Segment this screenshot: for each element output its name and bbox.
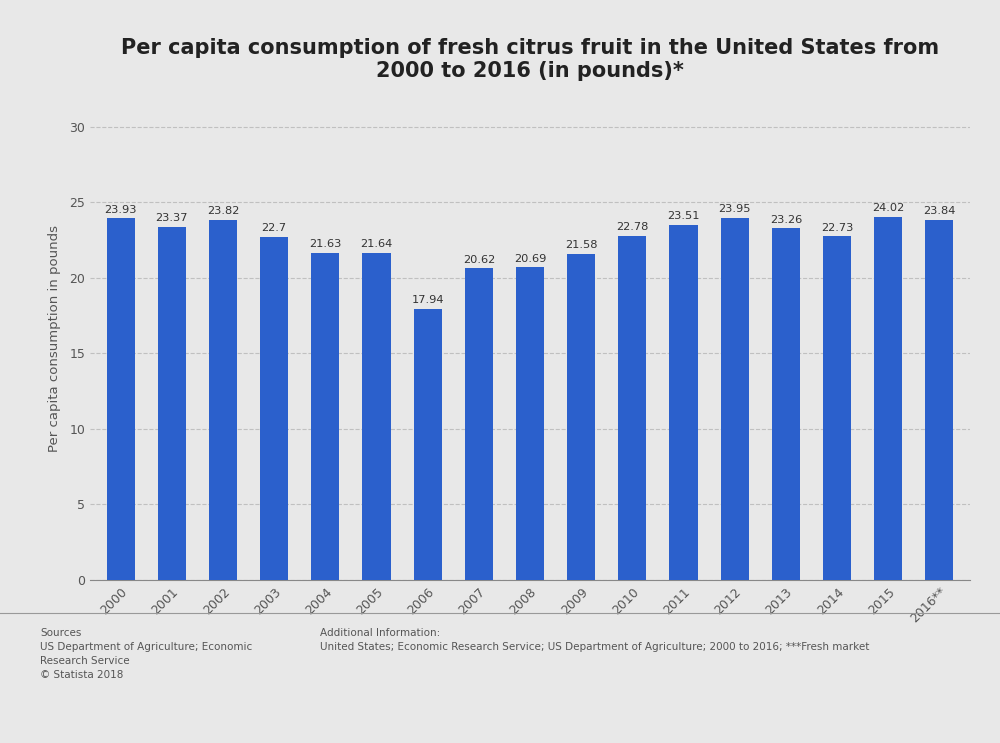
Text: 22.78: 22.78: [616, 222, 649, 232]
Bar: [516, 267, 544, 580]
Text: Additional Information:
United States; Economic Research Service; US Department : Additional Information: United States; E…: [320, 628, 869, 652]
Text: 21.64: 21.64: [360, 239, 393, 249]
Text: 23.82: 23.82: [207, 207, 239, 216]
Text: 20.62: 20.62: [463, 255, 495, 265]
Bar: [465, 268, 493, 580]
Text: 20.69: 20.69: [514, 253, 546, 264]
Bar: [158, 227, 186, 580]
Bar: [311, 253, 339, 580]
Text: Sources
US Department of Agriculture; Economic
Research Service
© Statista 2018: Sources US Department of Agriculture; Ec…: [40, 628, 252, 680]
Bar: [669, 224, 698, 580]
Text: 21.58: 21.58: [565, 240, 597, 250]
Text: 23.95: 23.95: [718, 204, 751, 214]
Bar: [874, 217, 902, 580]
Text: 23.84: 23.84: [923, 206, 955, 216]
Bar: [107, 218, 135, 580]
Text: 22.73: 22.73: [821, 223, 853, 233]
Text: 23.51: 23.51: [667, 211, 700, 221]
Text: 23.26: 23.26: [770, 215, 802, 224]
Text: 23.37: 23.37: [156, 213, 188, 223]
Bar: [414, 309, 442, 580]
Text: 21.63: 21.63: [309, 239, 342, 250]
Bar: [362, 253, 391, 580]
Bar: [209, 220, 237, 580]
Bar: [925, 220, 953, 580]
Bar: [721, 218, 749, 580]
Bar: [823, 236, 851, 580]
Bar: [260, 237, 288, 580]
Bar: [567, 254, 595, 580]
Title: Per capita consumption of fresh citrus fruit in the United States from
2000 to 2: Per capita consumption of fresh citrus f…: [121, 38, 939, 81]
Bar: [618, 236, 646, 580]
Text: 22.7: 22.7: [262, 223, 287, 233]
Y-axis label: Per capita consumption in pounds: Per capita consumption in pounds: [48, 224, 61, 452]
Text: 23.93: 23.93: [104, 204, 137, 215]
Text: 24.02: 24.02: [872, 204, 904, 213]
Text: 17.94: 17.94: [411, 295, 444, 305]
Bar: [772, 229, 800, 580]
